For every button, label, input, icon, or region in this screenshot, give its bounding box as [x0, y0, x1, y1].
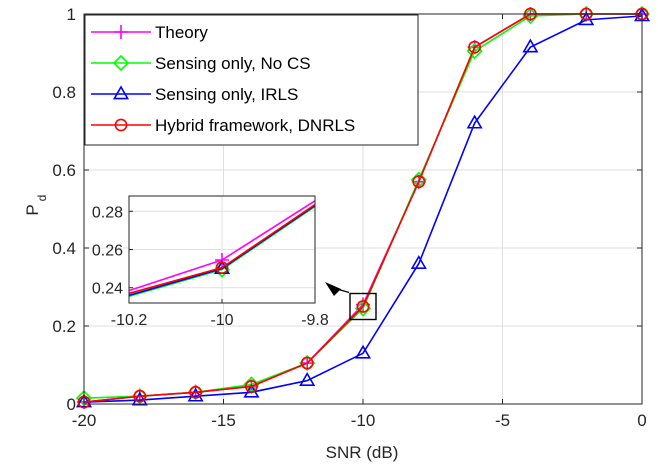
zoom-arrow-head [325, 282, 341, 296]
x-tick-label: -15 [211, 411, 236, 430]
legend-label: Sensing only, No CS [155, 54, 311, 73]
y-tick-label: 0.4 [52, 239, 76, 258]
y-tick-label: 0.8 [52, 83, 76, 102]
data-point-hybrid-framework-dnrls [468, 40, 481, 54]
x-axis-label: SNR (dB) [326, 443, 399, 462]
inset-y-tick-label: 0.24 [92, 281, 123, 298]
legend-marker [112, 54, 130, 72]
data-point-sensing-only-no-cs [75, 390, 93, 407]
legend-label: Theory [155, 23, 208, 42]
inset-data-point-sensing-only-no-cs [213, 261, 231, 278]
inset-y-tick-label: 0.26 [92, 243, 123, 260]
legend-label: Hybrid framework, DNRLS [155, 116, 355, 135]
data-point-hybrid-framework-dnrls [300, 356, 314, 370]
data-point-sensing-only-irls [466, 114, 483, 129]
inset-data-point-hybrid-framework-dnrls [215, 261, 229, 275]
data-point-sensing-only-irls [299, 371, 316, 386]
inset-y-tick-label: 0.28 [92, 204, 123, 221]
y-axis-label-main: P [23, 204, 42, 215]
data-point-sensing-only-irls [410, 254, 427, 269]
inset-x-tick-label: -9.8 [301, 312, 329, 329]
data-point-hybrid-framework-dnrls [133, 389, 147, 403]
data-point-hybrid-framework-dnrls [356, 300, 370, 313]
legend-marker [114, 25, 128, 39]
legend-entry-hybrid-framework-dnrls: Hybrid framework, DNRLS [91, 116, 355, 135]
inset-series-line-hybrid-framework-dnrls [128, 203, 316, 295]
x-tick-label: -10 [351, 411, 376, 430]
y-tick-label: 0 [67, 395, 76, 414]
data-point-sensing-only-no-cs [354, 300, 372, 317]
inset-x-tick-label: -10 [210, 312, 233, 329]
data-point-hybrid-framework-dnrls [189, 385, 202, 399]
data-point-sensing-only-irls [75, 393, 93, 408]
data-point-sensing-only-irls [187, 387, 204, 402]
legend-entry-theory: Theory [91, 23, 208, 42]
data-point-sensing-only-irls [522, 38, 539, 53]
data-point-hybrid-framework-dnrls [244, 380, 258, 393]
zoom-annotation [325, 282, 377, 321]
legend-marker [114, 118, 128, 132]
inset-zoom-plot: -10.2 -10 -9.8 0.24 0.26 0.28 [92, 195, 329, 329]
x-tick-label: -20 [72, 411, 97, 430]
data-point-sensing-only-irls [354, 344, 372, 359]
series-sensing-only-irls [75, 7, 651, 408]
legend-box [84, 14, 419, 146]
y-axis-label-subscript: d [35, 195, 49, 202]
legend-entry-sensing-only-no-cs: Sensing only, No CS [91, 54, 311, 73]
data-point-sensing-only-irls [131, 391, 148, 406]
legend-entry-sensing-only-irls: Sensing only, IRLS [91, 85, 298, 104]
y-axis-label: P d [23, 195, 49, 216]
y-tick-label: 1 [67, 5, 76, 24]
inset-x-tick-label: -10.2 [111, 312, 148, 329]
series-line-sensing-only-irls [83, 15, 643, 403]
legend: Theory Sensing only, No CS Sensing only, I… [84, 14, 419, 146]
zoom-region-box [349, 292, 377, 321]
y-tick-label: 0.6 [52, 161, 76, 180]
y-tick-label: 0.2 [52, 317, 76, 336]
legend-marker [112, 85, 130, 100]
x-tick-label: 0 [637, 411, 646, 430]
legend-label: Sensing only, IRLS [155, 85, 298, 104]
data-point-hybrid-framework-dnrls [412, 175, 426, 189]
inset-series-hybrid-framework-dnrls [128, 203, 316, 295]
x-tick-label: -5 [495, 411, 510, 430]
